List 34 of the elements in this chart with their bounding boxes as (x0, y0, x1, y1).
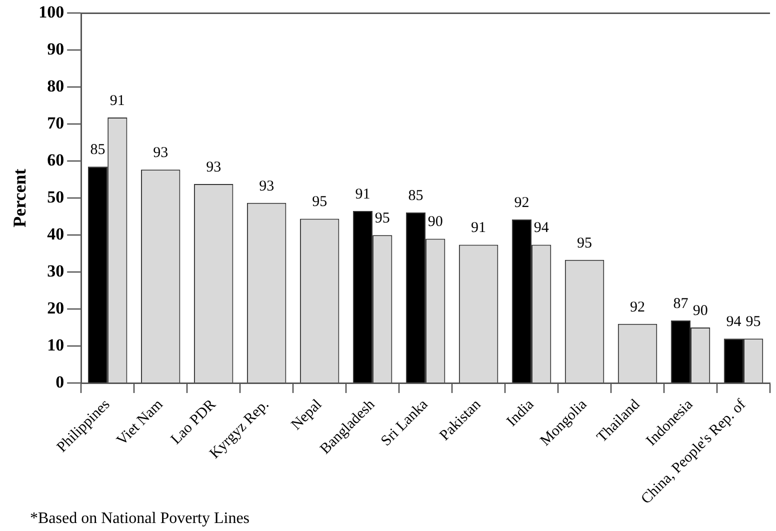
annotation: 95 (746, 314, 761, 330)
text: *Based on National Poverty Lines (30, 510, 250, 527)
annotation: 94 (726, 314, 742, 330)
y-tick-label: 70 (47, 114, 64, 133)
annotation: 90 (428, 214, 443, 230)
annotation: 91 (355, 186, 370, 202)
y-tick-label: 0 (56, 372, 64, 392)
y-tick-label: 100 (38, 2, 64, 22)
annotation: 93 (206, 159, 222, 176)
annotation: 92 (630, 299, 646, 316)
x-tick-label: Viet Nam (114, 396, 166, 449)
y-tick-label: 60 (47, 150, 64, 170)
annotation: 85 (90, 142, 106, 158)
y-tick-label: 20 (47, 298, 64, 318)
annotation: 93 (259, 178, 274, 194)
annotation: 90 (692, 302, 708, 319)
y-axis-title: Percent (9, 168, 30, 228)
y-tick-label: 10 (47, 335, 64, 354)
y-tick-label: 40 (47, 224, 64, 244)
annotation: 93 (153, 145, 168, 162)
y-tick-label: 90 (47, 40, 64, 59)
y-tick-label: 80 (47, 76, 64, 96)
annotation: 87 (673, 296, 689, 312)
annotation: 95 (374, 210, 390, 227)
y-tick-label: 30 (47, 261, 64, 280)
y-tick-label: 50 (47, 187, 64, 206)
x-tick-label: India (504, 396, 538, 430)
annotation: 91 (471, 220, 486, 236)
annotation: 92 (514, 194, 530, 211)
annotation: 95 (577, 235, 592, 252)
annotation: 95 (312, 194, 328, 210)
annotation: 91 (110, 92, 125, 109)
annotation: 94 (534, 220, 550, 236)
annotation: 85 (408, 188, 424, 204)
